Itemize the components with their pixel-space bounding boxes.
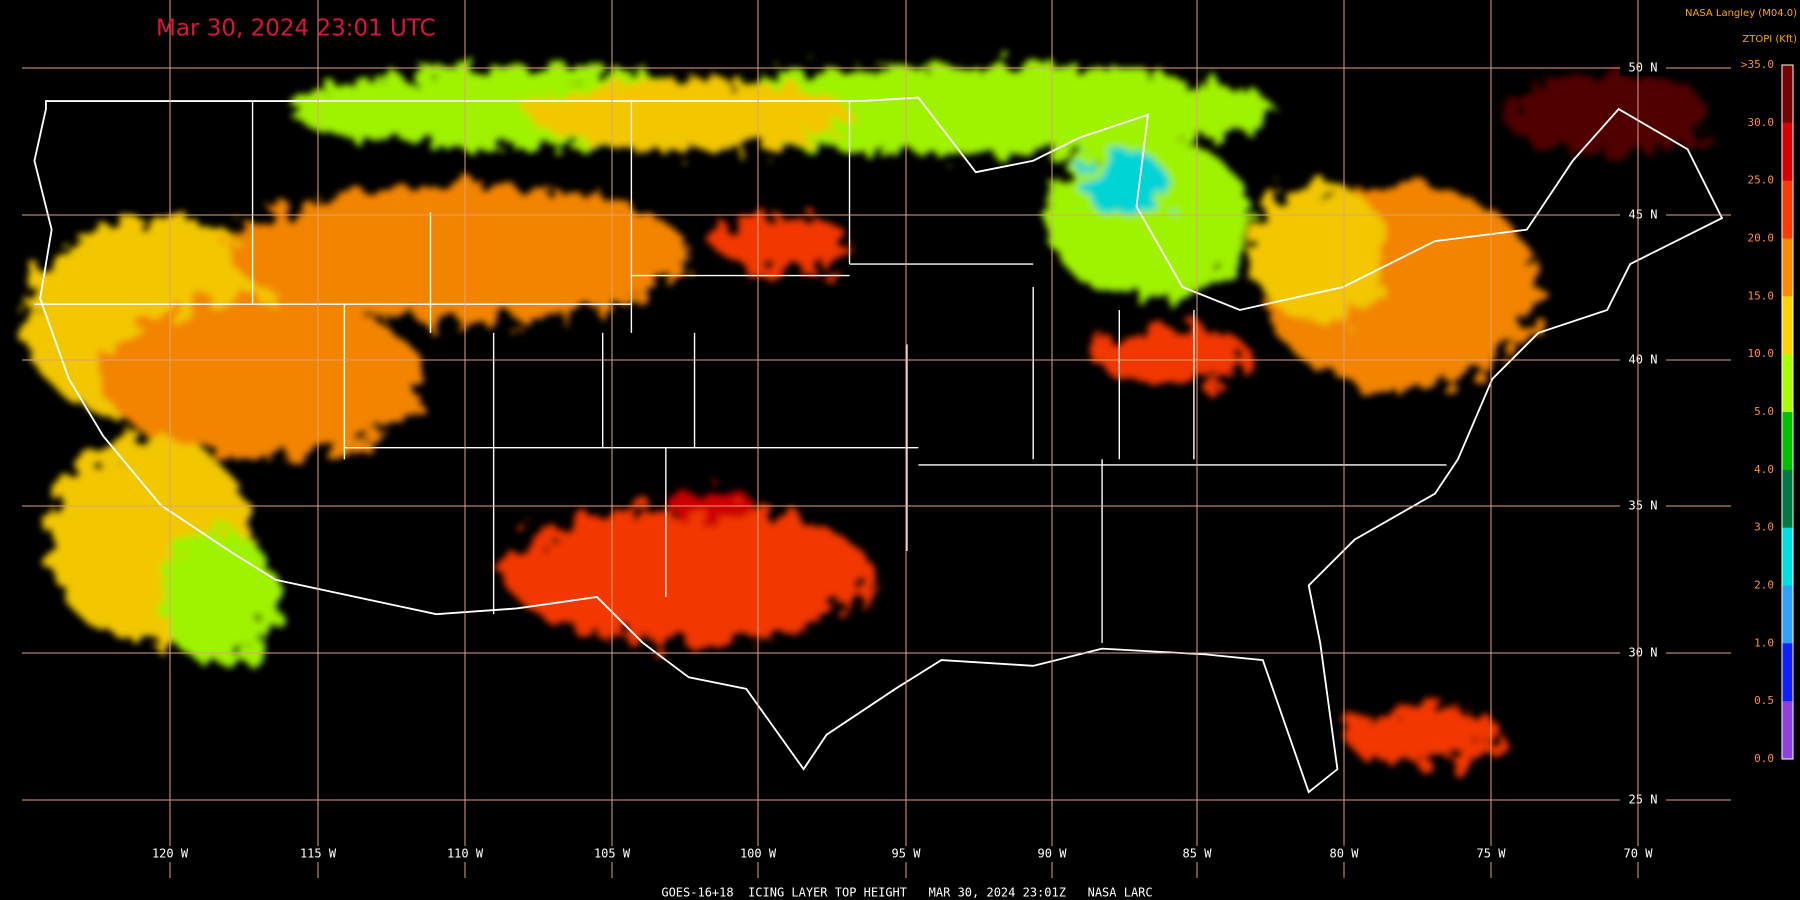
longitude-label: 85 W [1183, 847, 1213, 861]
label-backdrop [1026, 846, 1078, 862]
label-backdrop [1620, 207, 1666, 223]
label-backdrop [732, 846, 784, 862]
longitude-label: 95 W [892, 847, 922, 861]
colorbar-segment [1782, 469, 1793, 529]
state-boundaries [34, 101, 1447, 643]
colorbar-segment [1782, 527, 1793, 586]
label-backdrop [1620, 352, 1666, 368]
colorbar-segment [1782, 701, 1793, 760]
cloud-area [528, 80, 850, 150]
label-backdrop [586, 846, 638, 862]
timestamp: Mar 30, 2024 23:01 UTC [156, 16, 436, 42]
cloud-area [1503, 74, 1711, 155]
longitude-label: 80 W [1330, 847, 1360, 861]
colorbar-label: 10.0 [1748, 347, 1775, 360]
latitude-label: 30 N [1629, 646, 1658, 660]
longitude-label: 110 W [447, 847, 484, 861]
colorbar-label: 25.0 [1748, 174, 1775, 187]
footer: GOES-16+18 ICING LAYER TOP HEIGHT MAR 30… [661, 886, 1152, 900]
colorbar-label: >35.0 [1741, 58, 1774, 71]
label-backdrop [144, 846, 196, 862]
colorbar-label: 5.0 [1754, 405, 1774, 418]
product-label: ZTOPI (Kft) [1742, 34, 1797, 45]
latitude-label: 50 N [1629, 61, 1658, 75]
latitude-label: 40 N [1629, 353, 1658, 367]
colorbar-segment [1782, 122, 1793, 182]
cloud-area [160, 528, 276, 666]
colorbar-label: 0.0 [1754, 752, 1774, 765]
longitude-label: 115 W [300, 847, 337, 861]
longitude-label: 120 W [152, 847, 189, 861]
latitude-label: 45 N [1629, 208, 1658, 222]
colorbar-label: 3.0 [1754, 521, 1774, 534]
label-backdrop [1171, 846, 1223, 862]
graticule: 50 N 45 N 40 N 35 N 30 N 25 N 120 W 115 W 110 W 1… [22, 0, 1731, 878]
source-label: NASA Langley (M04.0) [1685, 8, 1797, 19]
colorbar-segment [1782, 412, 1793, 471]
label-backdrop [1620, 645, 1666, 661]
colorbar-label: 15.0 [1748, 289, 1775, 302]
longitude-label: 90 W [1038, 847, 1068, 861]
country-outline [33, 96, 1724, 794]
label-backdrop [880, 846, 932, 862]
longitude-label: 100 W [740, 847, 777, 861]
cloud-area [229, 183, 689, 322]
cloud-area [665, 491, 758, 519]
colorbar-label: 2.0 [1754, 579, 1774, 592]
longitude-label: 75 W [1477, 847, 1507, 861]
colorbar-segment [1782, 354, 1793, 413]
colorbar-segment [1782, 180, 1793, 239]
cloud-area [103, 298, 425, 460]
colorbar-frame [1781, 64, 1794, 760]
colorbar-segment [1782, 643, 1793, 702]
label-backdrop [1318, 846, 1370, 862]
cloud-area [505, 505, 873, 643]
latitude-label: 35 N [1629, 499, 1658, 513]
label-backdrop [1620, 792, 1666, 808]
latitude-label: 25 N [1629, 793, 1658, 807]
colorbar-segment [1782, 296, 1793, 355]
colorbar-label: 30.0 [1748, 116, 1775, 129]
cloud-area [1090, 327, 1252, 385]
label-backdrop [1620, 60, 1666, 76]
longitude-label: 70 W [1624, 847, 1654, 861]
label-backdrop [1612, 846, 1664, 862]
colorbar-segment [1782, 238, 1793, 297]
label-backdrop [292, 846, 344, 862]
label-backdrop [1620, 498, 1666, 514]
colorbar-label: 1.0 [1754, 636, 1774, 649]
label-backdrop [1465, 846, 1517, 862]
cloud-area [711, 212, 850, 270]
cloud-area [1343, 706, 1504, 764]
colorbar-label: 0.5 [1754, 694, 1774, 707]
colorbar-segment [1782, 585, 1793, 644]
label-backdrop [439, 846, 491, 862]
longitude-label: 105 W [594, 847, 631, 861]
cloud-area [1084, 149, 1166, 219]
colorbar-label: 4.0 [1754, 463, 1774, 476]
colorbar: >35.0 30.0 25.0 20.0 15.0 10.0 5.0 4.0 3.0 2.0 1.0… [1741, 58, 1794, 765]
cloud-area [1251, 183, 1390, 322]
colorbar-segment [1782, 65, 1793, 124]
colorbar-label: 20.0 [1748, 232, 1775, 245]
cloud-field [22, 63, 1724, 794]
